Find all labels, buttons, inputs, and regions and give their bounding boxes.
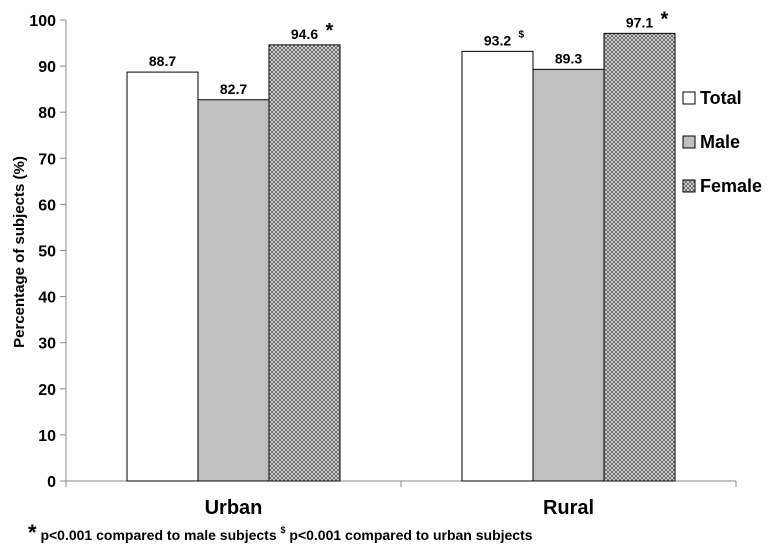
data-label: 93.2 (484, 32, 511, 48)
category-label: Rural (543, 497, 594, 519)
bar-total-urban (126, 71, 199, 482)
y-tick-label: 80 (38, 105, 56, 122)
legend-swatch-female (682, 179, 696, 193)
significance-star-marker: * (326, 20, 334, 42)
data-label: 89.3 (555, 50, 582, 66)
footnote-text-male: p<0.001 compared to male subjects (40, 527, 280, 543)
y-tick-label: 100 (29, 13, 56, 30)
legend-swatch-male (682, 135, 696, 149)
legend-label-female: Female (700, 176, 762, 196)
legend: Total Male Female (682, 88, 762, 196)
significance-star-marker: * (661, 8, 669, 30)
bar-male-urban (197, 99, 270, 482)
y-tick-label: 20 (38, 382, 56, 399)
y-tick-label: 0 (47, 474, 56, 491)
bar-total-rural (461, 50, 534, 482)
data-labels: 88.7 82.7 94.6 * 93.2 $89.3 97.1 * (149, 8, 669, 96)
data-label: 94.6 (291, 26, 318, 42)
axes: 0 10 20 30 40 50 60 70 80 90 100 Urban Rural (29, 13, 737, 519)
y-tick-label: 90 (38, 59, 56, 76)
y-tick-label: 70 (38, 151, 56, 168)
y-tick-label: 60 (38, 197, 56, 214)
legend-label-total: Total (700, 88, 742, 108)
legend-swatch-total (682, 91, 696, 105)
legend-label-male: Male (700, 132, 740, 152)
footnote: * p<0.001 compared to male subjects $ p<… (28, 520, 533, 545)
y-tick-label: 50 (38, 244, 56, 261)
bars (126, 32, 676, 482)
y-tick-label: 40 (38, 290, 56, 307)
y-tick-label: 30 (38, 336, 56, 353)
data-label: 88.7 (149, 53, 176, 69)
category-label: Urban (205, 497, 263, 519)
data-label: 82.7 (220, 81, 247, 97)
bar-female-urban (268, 44, 341, 482)
bar-female-rural (603, 32, 676, 482)
footnote-text-urban: p<0.001 compared to urban subjects (289, 527, 532, 543)
y-axis-label: Percentage of subjects (%) (11, 156, 28, 348)
significance-dollar-marker: $ (519, 29, 525, 40)
data-label: 97.1 (626, 14, 653, 30)
footnote-dollar-marker: $ (281, 525, 286, 535)
bar-male-rural (532, 68, 605, 482)
footnote-star-marker: * (28, 520, 37, 545)
y-tick-label: 10 (38, 428, 56, 445)
